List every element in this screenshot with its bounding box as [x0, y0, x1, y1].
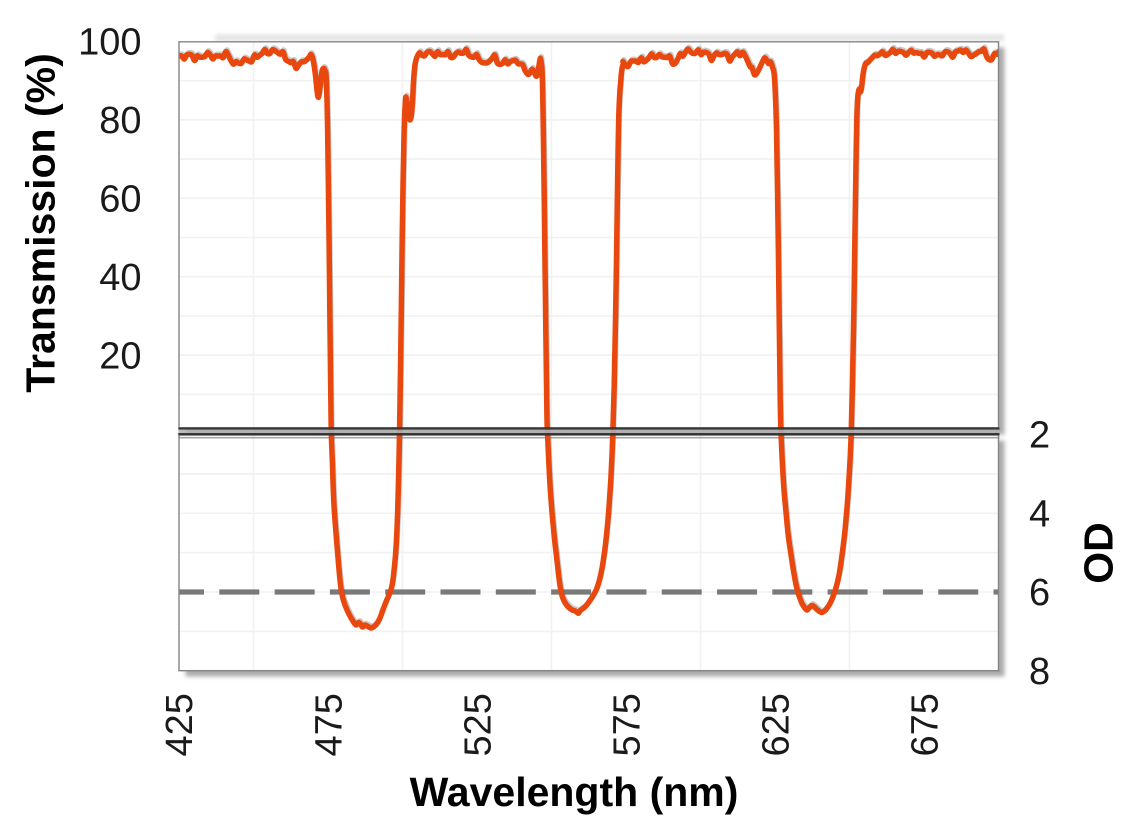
svg-text:Transmission (%): Transmission (%) — [18, 53, 64, 392]
svg-text:80: 80 — [99, 100, 141, 142]
svg-text:Wavelength (nm): Wavelength (nm) — [410, 769, 739, 815]
svg-text:525: 525 — [457, 693, 499, 756]
svg-text:575: 575 — [607, 693, 649, 756]
svg-text:475: 475 — [308, 693, 350, 756]
svg-text:60: 60 — [99, 179, 141, 221]
svg-text:425: 425 — [159, 693, 201, 756]
svg-text:8: 8 — [1029, 651, 1050, 693]
svg-text:4: 4 — [1029, 494, 1050, 536]
svg-text:2: 2 — [1029, 415, 1050, 457]
svg-text:675: 675 — [905, 693, 947, 756]
svg-text:20: 20 — [99, 335, 141, 377]
svg-text:OD: OD — [1076, 522, 1122, 584]
svg-text:40: 40 — [99, 257, 141, 299]
svg-text:6: 6 — [1029, 572, 1050, 614]
svg-text:100: 100 — [78, 22, 141, 64]
svg-text:625: 625 — [756, 693, 798, 756]
